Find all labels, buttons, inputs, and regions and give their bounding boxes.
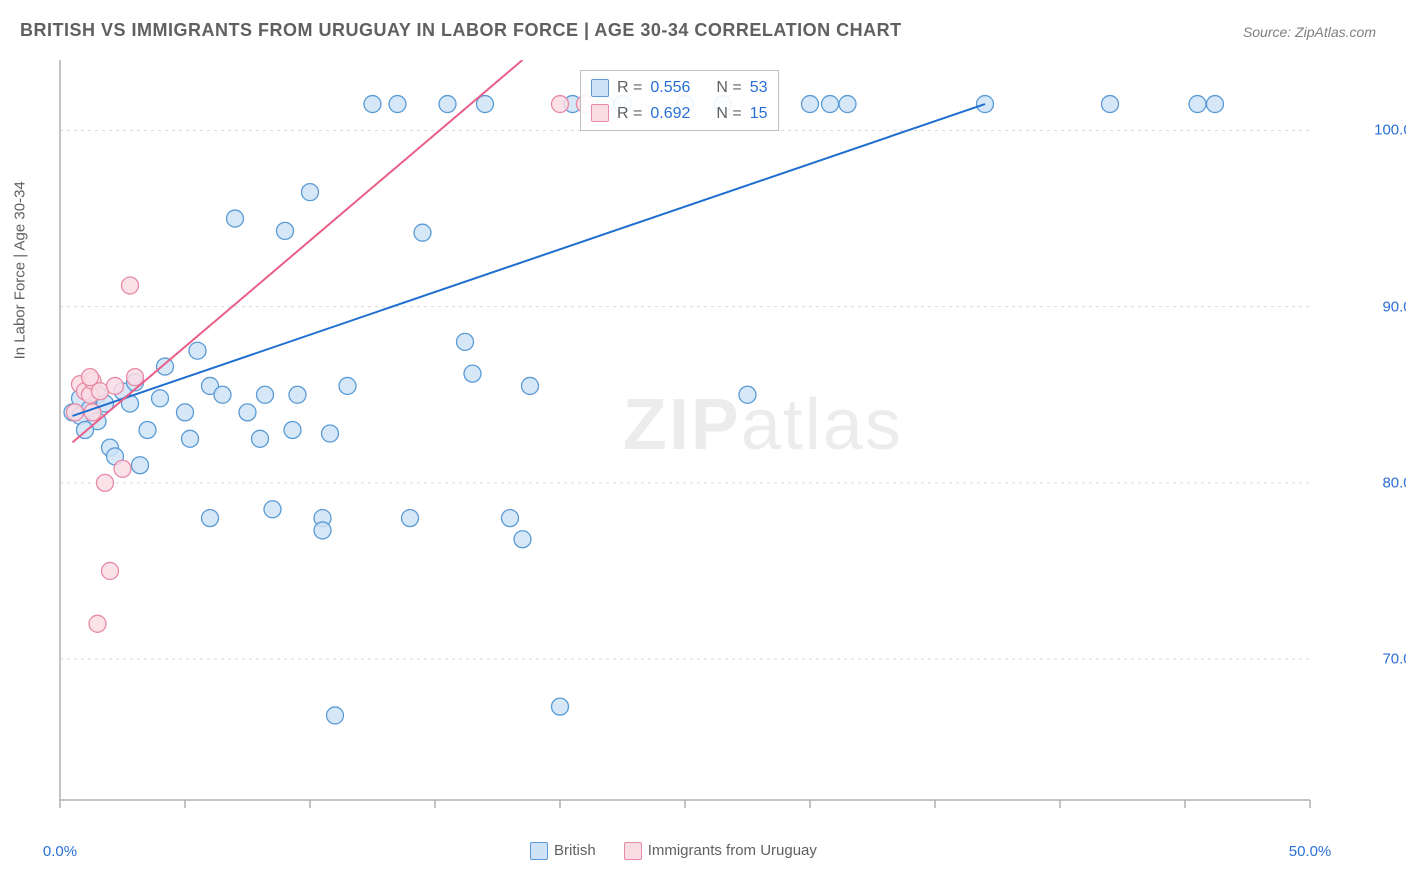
legend-label: British <box>554 842 596 859</box>
scatter-plot <box>50 60 1370 820</box>
stats-row: R = 0.692 N = 15 <box>591 101 768 127</box>
y-axis-label: In Labor Force | Age 30-34 <box>12 181 29 359</box>
legend-swatch-icon <box>530 842 548 860</box>
legend-swatch-icon <box>624 842 642 860</box>
chart-area: In Labor Force | Age 30-34 ZIPatlas R =0… <box>50 60 1370 820</box>
r-value: 0.556 <box>650 75 690 101</box>
legend-swatch-icon <box>591 79 609 97</box>
n-label: N = <box>716 75 741 101</box>
n-value: 15 <box>750 101 768 127</box>
chart-title: BRITISH VS IMMIGRANTS FROM URUGUAY IN LA… <box>20 20 902 41</box>
r-label: R = <box>617 75 642 101</box>
source-credit: Source: ZipAtlas.com <box>1243 24 1376 40</box>
r-value: 0.692 <box>650 101 690 127</box>
legend-item: British <box>530 842 596 860</box>
stats-row: R = 0.556 N = 53 <box>591 75 768 101</box>
r-label: R = <box>617 101 642 127</box>
legend-item: Immigrants from Uruguay <box>624 842 817 860</box>
y-tick-label: 100.0% <box>1374 122 1406 139</box>
y-tick-label: 80.0% <box>1382 474 1406 491</box>
stats-box: R = 0.556 N = 53 R = 0.692 N = 15 <box>580 70 779 131</box>
x-tick-label: 50.0% <box>1289 843 1332 860</box>
legend-swatch-icon <box>591 104 609 122</box>
n-label: N = <box>716 101 741 127</box>
y-tick-label: 90.0% <box>1382 298 1406 315</box>
legend-label: Immigrants from Uruguay <box>648 842 817 859</box>
legend: British Immigrants from Uruguay <box>530 842 817 860</box>
n-value: 53 <box>750 75 768 101</box>
x-tick-label: 0.0% <box>43 843 77 860</box>
y-tick-label: 70.0% <box>1382 651 1406 668</box>
